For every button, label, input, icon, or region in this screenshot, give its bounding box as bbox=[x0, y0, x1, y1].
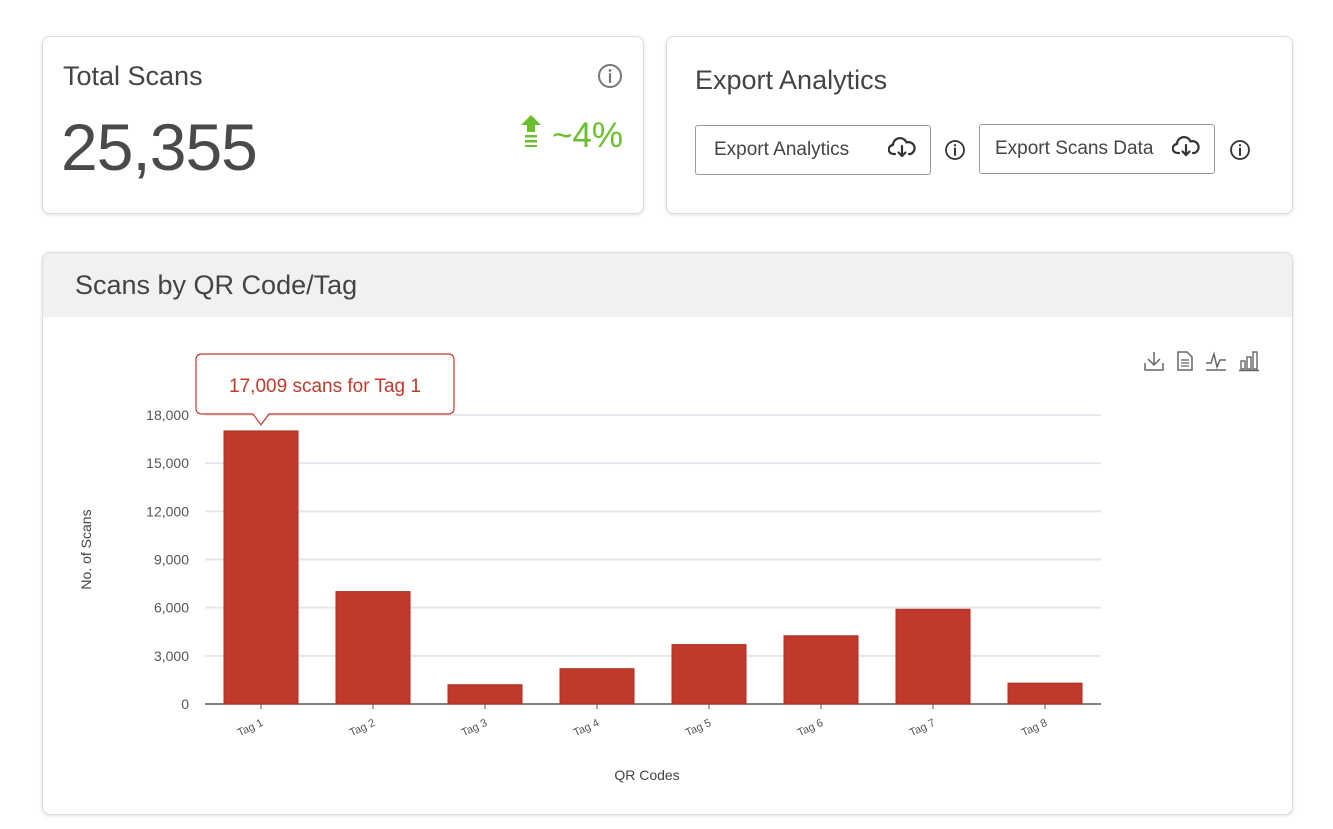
bar-chart-icon[interactable] bbox=[1238, 349, 1260, 373]
total-scans-card: Total Scans 25,355 ~4% bbox=[42, 36, 644, 214]
bar bbox=[447, 684, 523, 705]
y-tick-label: 18,000 bbox=[146, 407, 189, 423]
chart-title: Scans by QR Code/Tag bbox=[75, 270, 358, 300]
total-scans-value: 25,355 bbox=[61, 110, 258, 184]
chart-tooltip bbox=[195, 353, 455, 426]
x-tick-label: Tag 4 bbox=[572, 717, 601, 739]
document-icon[interactable] bbox=[1174, 349, 1196, 373]
bar bbox=[559, 668, 635, 705]
export-analytics-card: Export Analytics Export Analytics Export… bbox=[666, 36, 1293, 214]
cloud-download-icon bbox=[887, 136, 916, 164]
info-icon[interactable] bbox=[1229, 139, 1251, 166]
x-tick-label: Tag 1 bbox=[236, 717, 265, 739]
download-icon[interactable] bbox=[1143, 349, 1165, 373]
info-icon[interactable] bbox=[597, 63, 623, 89]
bar bbox=[671, 644, 747, 705]
total-scans-title: Total Scans bbox=[63, 61, 203, 91]
bar bbox=[783, 635, 859, 705]
y-tick-label: 9,000 bbox=[154, 552, 189, 568]
y-tick-label: 0 bbox=[181, 696, 189, 712]
y-tick-label: 15,000 bbox=[146, 455, 189, 471]
export-scans-data-button[interactable]: Export Scans Data bbox=[979, 124, 1215, 174]
trend-indicator: ~4% bbox=[520, 115, 623, 156]
bar-chart: 0 3,000 6,000 9,000 12,000 15,000 18,000 Tag 1 T… bbox=[78, 353, 1101, 783]
x-tick-label: Tag 8 bbox=[1020, 717, 1049, 739]
x-tick-label: Tag 3 bbox=[460, 717, 489, 739]
x-axis-title: QR Codes bbox=[614, 767, 679, 783]
x-tick-label: Tag 5 bbox=[684, 717, 713, 739]
chart-header: Scans by QR Code/Tag bbox=[43, 253, 1292, 317]
export-title: Export Analytics bbox=[695, 65, 888, 95]
y-axis-title: No. of Scans bbox=[78, 509, 94, 589]
line-chart-icon[interactable] bbox=[1205, 349, 1227, 373]
scans-chart-card: Scans by QR Code/Tag 0 3,000 6,000 9,000 1 bbox=[42, 252, 1293, 815]
x-tick-label: Tag 2 bbox=[348, 717, 377, 739]
export-analytics-label: Export Analytics bbox=[714, 139, 850, 160]
chart-tooltip-text: 17,009 scans for Tag 1 bbox=[229, 376, 421, 397]
bar bbox=[223, 430, 299, 705]
y-tick-label: 12,000 bbox=[146, 503, 189, 519]
bar bbox=[335, 591, 411, 705]
bar bbox=[1007, 682, 1083, 705]
y-tick-label: 6,000 bbox=[154, 600, 189, 616]
export-scans-label: Export Scans Data bbox=[995, 138, 1154, 159]
x-tick-label: Tag 7 bbox=[908, 717, 937, 739]
trend-value: ~4% bbox=[551, 115, 623, 155]
export-analytics-button[interactable]: Export Analytics bbox=[695, 125, 931, 175]
arrow-up-icon bbox=[520, 115, 542, 156]
y-tick-label: 3,000 bbox=[154, 648, 189, 664]
cloud-download-icon bbox=[1171, 135, 1200, 163]
bar bbox=[895, 608, 971, 705]
info-icon[interactable] bbox=[944, 139, 966, 166]
x-tick-label: Tag 6 bbox=[796, 717, 825, 739]
